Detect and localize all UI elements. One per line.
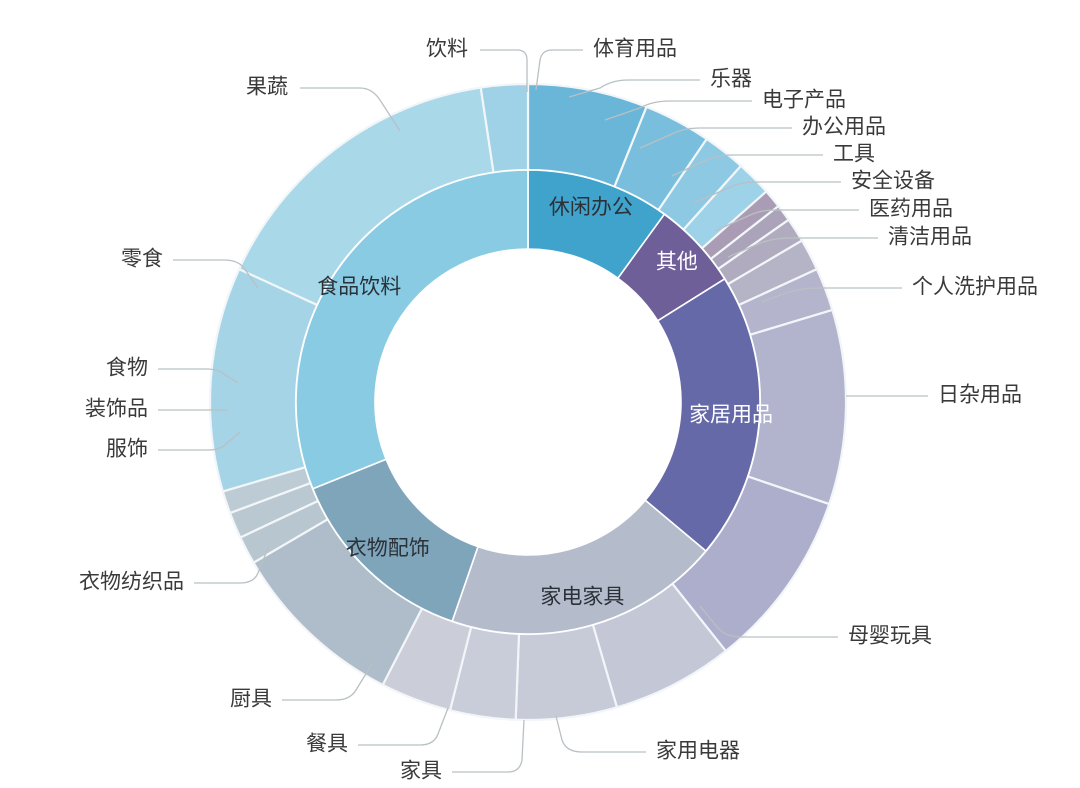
callout-label-母婴玩具: 母婴玩具 [848, 625, 932, 648]
callout-label-电子产品: 电子产品 [762, 89, 846, 112]
leader-line-个人洗护用品 [761, 287, 902, 303]
callout-label-个人洗护用品: 个人洗护用品 [912, 276, 1038, 299]
outer-ring-segments [208, 82, 848, 722]
callout-label-服饰: 服饰 [106, 438, 148, 461]
inner-label-其他: 其他 [656, 251, 698, 274]
callout-label-清洁用品: 清洁用品 [888, 226, 972, 249]
leader-line-清洁用品 [727, 237, 878, 258]
leader-line-安全设备 [693, 181, 841, 204]
callout-label-家具: 家具 [400, 760, 442, 783]
leader-line-办公用品 [639, 127, 792, 149]
inner-label-家电家具: 家电家具 [540, 586, 624, 609]
callout-label-衣物纺织品: 衣物纺织品 [79, 571, 184, 594]
leader-line-电子产品 [604, 100, 752, 121]
leader-line-母婴玩具 [699, 605, 838, 638]
leader-line-食物 [158, 368, 239, 384]
callout-label-家用电器: 家用电器 [656, 740, 740, 763]
inner-segment-家电家具[interactable] [451, 499, 707, 635]
callout-label-餐具: 餐具 [306, 733, 348, 756]
leader-line-家用电器 [555, 715, 646, 753]
inner-ring-segments [295, 169, 761, 635]
callout-label-工具: 工具 [833, 143, 875, 166]
leader-line-医药用品 [714, 209, 859, 232]
leader-line-零食 [173, 259, 259, 289]
inner-label-休闲办公: 休闲办公 [549, 196, 633, 219]
leader-line-厨具 [282, 663, 373, 701]
callout-label-厨具: 厨具 [230, 688, 272, 711]
leader-line-果蔬 [300, 87, 401, 132]
leader-line-服饰 [158, 431, 241, 451]
callout-label-医药用品: 医药用品 [869, 198, 953, 221]
callout-label-零食: 零食 [121, 248, 163, 271]
callout-label-饮料: 饮料 [426, 38, 468, 61]
leader-line-家具 [452, 719, 525, 773]
leader-lines [158, 49, 928, 773]
callout-label-食物: 食物 [106, 357, 148, 380]
callout-labels: 果蔬 饮料 体育用品乐器电子产品办公用品工具安全设备医药用品清洁用品个人洗护用品日杂… [79, 38, 1038, 783]
callout-label-体育用品: 体育用品 [593, 38, 677, 61]
leader-line-饮料 [480, 49, 528, 92]
leader-line-体育用品 [535, 49, 583, 91]
leader-line-餐具 [358, 707, 449, 746]
callout-label-乐器: 乐器 [710, 68, 752, 91]
inner-label-家居用品: 家居用品 [689, 404, 773, 427]
inner-label-食品饮料: 食品饮料 [317, 276, 401, 299]
inner-segment-食品饮料[interactable] [295, 169, 529, 490]
inner-label-衣物配饰: 衣物配饰 [346, 537, 430, 560]
leader-line-衣物纺织品 [194, 547, 269, 584]
callout-label-办公用品: 办公用品 [802, 116, 886, 139]
callout-label-果蔬: 果蔬 [246, 76, 288, 99]
leader-line-乐器 [568, 79, 700, 98]
callout-label-装饰品: 装饰品 [85, 398, 148, 421]
callout-label-日杂用品: 日杂用品 [938, 384, 1022, 407]
leader-line-工具 [671, 154, 823, 177]
callout-label-安全设备: 安全设备 [851, 170, 935, 193]
